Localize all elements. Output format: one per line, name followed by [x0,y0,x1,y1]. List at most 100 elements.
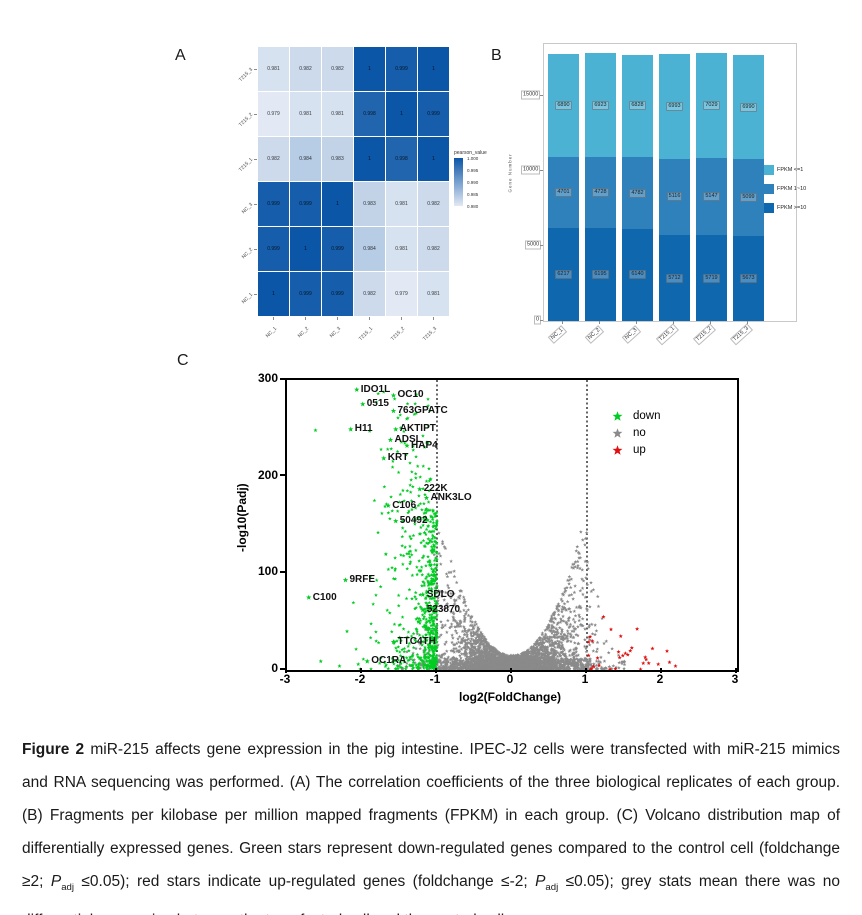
fpkm-x-tick [673,321,674,324]
heatmap-row-tick [254,204,257,205]
heatmap-cell: 0.984 [354,227,385,271]
heatmap-cell: 0.999 [258,182,289,226]
gene-label: H11 [354,423,373,435]
fpkm-y-axis-title-text: Gene Number [507,153,513,193]
heatmap-legend: pearson_value 1.000 0.995 0.990 0.985 0.980 [454,150,487,209]
volcano-x-tick-label: 2 [656,672,664,686]
fpkm-segment-value: 4728 [592,188,609,198]
caption-figure-number: Figure 2 [22,741,85,758]
heatmap-cell: 1 [354,47,385,91]
fpkm-y-tick [540,320,543,321]
fpkm-legend-swatch [764,184,774,194]
volcano-x-tick-label: -3 [279,672,291,686]
gene-label: AKTIPT [399,423,436,435]
caption-sub-2: adj [545,882,559,894]
heatmap-cell: 0.999 [418,92,449,136]
volcano-x-tick [659,668,662,673]
volcano-legend-label: down [633,410,661,422]
gene-label: SDLO [426,588,455,600]
fpkm-segment-value: 5712 [666,273,683,283]
heatmap-cell: 0.982 [258,137,289,181]
heatmap-cell: 0.979 [258,92,289,136]
fpkm-x-label: NC_3 [621,325,642,344]
gene-label: IDO1L [360,383,391,395]
fpkm-x-label: T215_3 [729,323,753,346]
fpkm-x-tick [599,321,600,324]
heatmap-cell: 0.982 [322,47,353,91]
fpkm-bar-segment: 5147 [696,158,727,236]
heatmap-row-tick [254,159,257,160]
panel-a-letter: A [175,47,186,64]
heatmap-cell: 1 [386,92,417,136]
heatmap-cell: 0.982 [418,227,449,271]
volcano-y-tick [280,570,285,573]
fpkm-legend-swatch [764,203,774,213]
gene-label: ADSL [394,433,422,445]
heatmap-col-label: NC_3 [328,325,343,340]
fpkm-bar-segment: 6993 [659,53,690,159]
heatmap-legend-tick: 0.985 [467,192,479,197]
heatmap-cell: 0.982 [354,272,385,316]
heatmap-legend-tick: 0.995 [467,168,479,173]
fpkm-segment-value: 6890 [555,101,572,111]
fpkm-segment-value: 6195 [592,270,609,280]
gene-label: 0515 [366,398,389,410]
volcano-x-tick [734,668,737,673]
heatmap-cell: 0.982 [290,47,321,91]
fpkm-bar-segment: 5719 [696,235,727,321]
fpkm-bar-segment: 4701 [548,157,579,228]
volcano-scatter-canvas [287,380,737,670]
heatmap-cell: 0.982 [418,182,449,226]
gene-label: 222K [423,483,448,495]
volcano-y-tick-label: 0 [271,661,278,675]
volcano-panel: IDO1L OC10 0515 763GPATC H11 AKTIPT ADSL HAP4 KR… [230,360,830,710]
fpkm-legend-label: FPKM 1~10 [777,186,807,192]
volcano-plot-area: IDO1L OC10 0515 763GPATC H11 AKTIPT ADSL HAP4 KR… [285,378,739,672]
heatmap-cell: 0.999 [258,227,289,271]
fpkm-bar: 5673 5099 6990 [733,54,764,321]
heatmap-legend-tick: 1.000 [467,156,479,161]
fpkm-bar-segment: 5712 [659,235,690,321]
volcano-x-tick [434,668,437,673]
gene-label: 763GPATC [397,404,448,416]
heatmap-row-label: NC_2 [240,246,255,261]
heatmap-col-tick [433,317,434,320]
fpkm-x-tick [636,321,637,324]
fpkm-segment-value: 6828 [629,101,646,111]
heatmap-legend-title: pearson_value [454,150,487,156]
fpkm-segment-value: 6923 [592,100,609,110]
fpkm-bar: 6195 4728 6923 [585,53,616,321]
volcano-y-axis-title-text: -log10(Padj) [235,483,249,552]
volcano-y-tick-label: 100 [257,564,278,579]
volcano-x-tick [584,668,587,673]
volcano-y-tick [280,377,285,380]
volcano-legend-star-icon [612,410,623,421]
heatmap-cell: 1 [290,227,321,271]
correlation-heatmap: 0.981 0.982 0.982 1 0.999 1 0.979 0.981 0.981 0.9… [258,47,449,316]
volcano-x-axis-title: log2(FoldChange) [459,690,561,704]
heatmap-cell: 0.999 [322,227,353,271]
heatmap-cell: 0.981 [386,182,417,226]
heatmap-col-tick [369,317,370,320]
panel-c-label: C [177,352,189,370]
panel-a-label: A [175,47,186,65]
caption-text-3: ≤0.05); grey stats mean there was no dif… [22,873,840,915]
fpkm-bar: 6217 4701 6890 [548,53,579,321]
caption-p-italic-1: P [50,873,62,890]
fpkm-y-tick-label: 10000 [521,165,541,175]
volcano-legend-star-icon [612,444,623,455]
gene-label: 9RFE [349,574,376,586]
fpkm-segment-value: 5116 [666,192,683,202]
fpkm-bar-segment: 6195 [585,228,616,321]
heatmap-col-label: T215_1 [357,325,375,343]
heatmap-col-label: NC_2 [296,325,311,340]
fpkm-legend-entry: FPKM >=10 [764,203,806,213]
volcano-x-tick [359,668,362,673]
volcano-legend-entry: down [612,410,661,422]
fpkm-legend-label: FPKM >=10 [777,205,807,211]
volcano-x-tick [509,668,512,673]
gene-label: HAP4 [411,439,438,451]
heatmap-col-tick [305,317,306,320]
gene-label: OC1RA [371,655,407,667]
